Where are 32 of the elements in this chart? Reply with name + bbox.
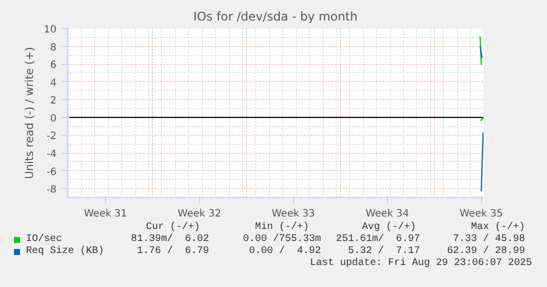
x-tick-label: Week 35: [460, 208, 503, 220]
text: 81.39m/ 6.02: [130, 234, 209, 246]
y-tick-label: 6: [50, 60, 57, 72]
x-tick-label: Week 31: [84, 208, 128, 220]
y-tick-label: 2: [50, 96, 57, 107]
y-axis-title: Units read (-) / write (+): [22, 46, 36, 180]
y-tick-label: -6: [46, 166, 57, 178]
x-tick-label: Week 32: [178, 208, 222, 220]
text: 7.33 / 45.98: [452, 234, 525, 246]
text: Cur (-/+): [146, 222, 200, 234]
y-tick-label: 10: [44, 24, 57, 36]
legend-label: IO/sec: [26, 234, 62, 246]
text: 1.76 / 6.79: [136, 246, 209, 258]
y-tick-label: 4: [50, 78, 57, 89]
y-tick-label: -8: [46, 184, 57, 196]
text: 251.61m/ 6.97: [336, 234, 420, 246]
x-tick-label: Week 33: [272, 208, 316, 220]
y-tick-label: -2: [46, 131, 57, 142]
text: 0.00 / 4.92: [248, 246, 321, 258]
legend-label: Req Size (KB): [26, 246, 104, 258]
text: Avg (-/+): [362, 222, 416, 234]
text: Min (-/+): [254, 222, 309, 234]
y-tick-label: 0: [50, 113, 57, 124]
y-tick-label: -4: [46, 149, 57, 160]
x-tick-label: Week 34: [366, 208, 409, 220]
text: 0.00 /755.33m: [242, 234, 321, 246]
text: 5.32 / 7.17: [348, 246, 420, 258]
chart-title: IOs for /dev/sda - by month: [193, 10, 358, 24]
text: 62.39 / 28.99: [446, 246, 525, 258]
text: Max (-/+): [470, 222, 525, 234]
y-tick-label: 8: [50, 42, 57, 54]
text: Last update: Fri Aug 29 23:06:07 2025: [310, 258, 532, 270]
